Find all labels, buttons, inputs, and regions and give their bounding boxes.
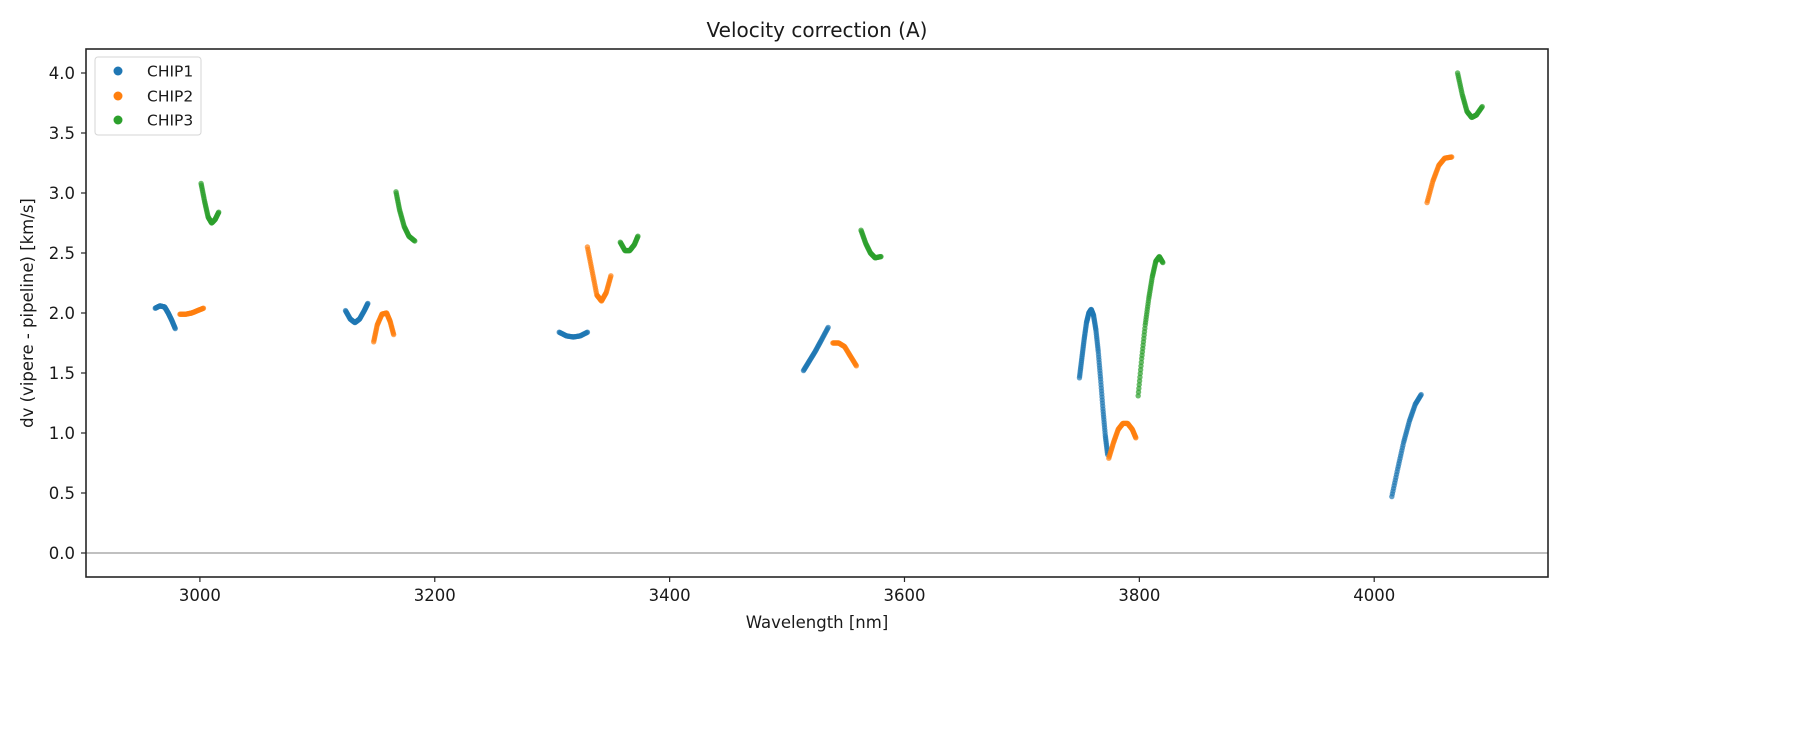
data-point-chip2: [200, 305, 207, 311]
x-tick-label: 3200: [414, 586, 456, 605]
y-tick-label: 2.5: [49, 244, 75, 263]
legend-marker-chip3: [113, 115, 123, 125]
x-axis-label: Wavelength [nm]: [746, 613, 889, 632]
y-tick-label: 1.0: [49, 424, 75, 443]
legend-box: [94, 56, 202, 136]
segment-chip2-5: [1106, 420, 1139, 461]
segment-chip3-6: [1454, 70, 1485, 121]
y-axis: 0.0 0.5 1.0 1.5 2.0 2.5 3.0 3.5 4.0: [49, 64, 86, 563]
segment-chip1-2: [342, 300, 371, 326]
segment-chip1-3: [556, 329, 591, 340]
segment-chip1-5: [1076, 306, 1111, 458]
legend-entry-chip2: CHIP2: [113, 88, 193, 106]
x-tick-label: 4000: [1353, 586, 1395, 605]
y-tick-label: 1.5: [49, 364, 75, 383]
legend-label-chip3: CHIP3: [147, 112, 193, 130]
y-tick-label: 4.0: [49, 64, 75, 83]
data-points: [152, 70, 1485, 500]
segment-chip1-4: [800, 324, 831, 374]
data-point-chip1: [1418, 391, 1424, 398]
segment-chip1-1: [152, 303, 178, 332]
chart-title: Velocity correction (A): [707, 18, 928, 42]
data-point-chip2: [390, 331, 397, 338]
legend-marker-chip1: [113, 66, 123, 76]
data-point-chip2: [853, 363, 860, 369]
segment-chip1-6: [1389, 391, 1424, 500]
segment-chip2-4: [830, 340, 860, 369]
legend: CHIP1 CHIP2 CHIP3: [94, 56, 202, 136]
y-tick-label: 0.5: [49, 484, 75, 503]
data-point-chip2: [608, 273, 614, 279]
legend-entry-chip3: CHIP3: [113, 112, 193, 130]
data-point-chip3: [1160, 259, 1166, 266]
y-tick-label: 0.0: [49, 544, 75, 563]
y-tick-label: 3.0: [49, 184, 75, 203]
x-axis: 3000 3200 3400 3600 3800 4000: [179, 577, 1395, 605]
y-tick-label: 2.0: [49, 304, 75, 323]
axes-background: [86, 49, 1548, 577]
y-axis-label: dv (vipere - pipeline) [km/s]: [18, 198, 37, 428]
x-tick-label: 3800: [1118, 586, 1160, 605]
x-tick-label: 3600: [883, 586, 925, 605]
legend-label-chip1: CHIP1: [147, 63, 193, 81]
segment-chip3-1: [198, 180, 222, 226]
segment-chip2-3: [584, 244, 614, 304]
plot-area: [85, 48, 1549, 578]
segment-chip3-3: [617, 233, 641, 254]
segment-chip3-2: [393, 189, 418, 244]
x-tick-label: 3000: [179, 586, 221, 605]
legend-label-chip2: CHIP2: [147, 88, 193, 106]
segment-chip2-6: [1424, 154, 1455, 206]
data-point-chip1: [365, 300, 371, 307]
data-point-chip3: [412, 238, 418, 244]
legend-entry-chip1: CHIP1: [113, 63, 193, 81]
segment-chip3-5: [1135, 253, 1166, 399]
data-point-chip3: [635, 233, 641, 239]
segment-chip2-2: [371, 310, 397, 345]
x-tick-label: 3400: [649, 586, 691, 605]
data-point-chip3: [216, 209, 222, 215]
data-point-chip1: [172, 325, 178, 332]
data-point-chip3: [1479, 103, 1485, 110]
data-point-chip2: [1449, 154, 1455, 160]
y-tick-label: 3.5: [49, 124, 75, 143]
segment-chip3-4: [858, 227, 884, 261]
legend-marker-chip2: [113, 91, 123, 101]
segment-chip2-1: [177, 305, 207, 317]
data-point-chip1: [584, 329, 591, 335]
data-point-chip1: [825, 324, 831, 331]
data-point-chip2: [1133, 435, 1139, 441]
data-point-chip3: [878, 253, 884, 260]
